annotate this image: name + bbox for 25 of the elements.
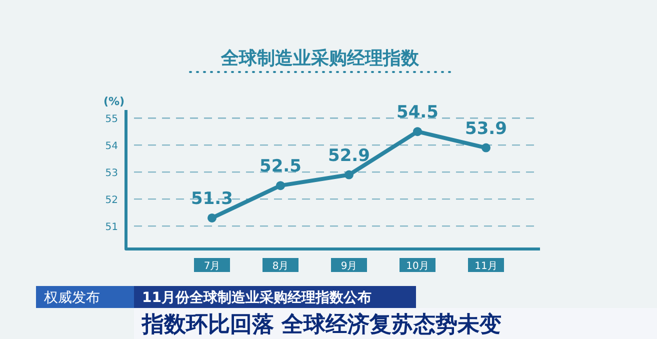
- point: [276, 181, 285, 190]
- text: 11月份全球制造业采购经理指数公布: [142, 290, 372, 306]
- x-tick-label: 10月: [406, 261, 429, 272]
- point: [482, 143, 490, 152]
- x-tick-label: 8月: [272, 261, 289, 272]
- point: [208, 213, 216, 222]
- y-tick-label: 55: [105, 114, 118, 126]
- y-tick-label: 53: [105, 168, 118, 180]
- text: 权威发布: [43, 290, 100, 306]
- y-tick-label: 54: [105, 141, 118, 152]
- y-tick-label: 51: [105, 222, 118, 234]
- data-label: 53.9: [465, 118, 507, 139]
- y-axis-title: (%): [103, 95, 125, 108]
- x-tick-label: 11月: [474, 261, 498, 272]
- x-tick-label: 9月: [340, 261, 358, 272]
- data-label: 54.5: [396, 102, 438, 123]
- data-label: 52.5: [260, 156, 302, 177]
- data-label: 51.3: [191, 188, 233, 209]
- data-label: 52.9: [328, 146, 370, 166]
- point: [413, 127, 422, 136]
- point: [344, 170, 354, 180]
- y-tick-label: 52: [105, 195, 118, 206]
- text: 指数环比回落 全球经济复苏态势未变: [141, 311, 502, 338]
- chart-title: 全球制造业采购经理指数: [220, 48, 420, 69]
- x-tick-label: 7月: [204, 261, 220, 272]
